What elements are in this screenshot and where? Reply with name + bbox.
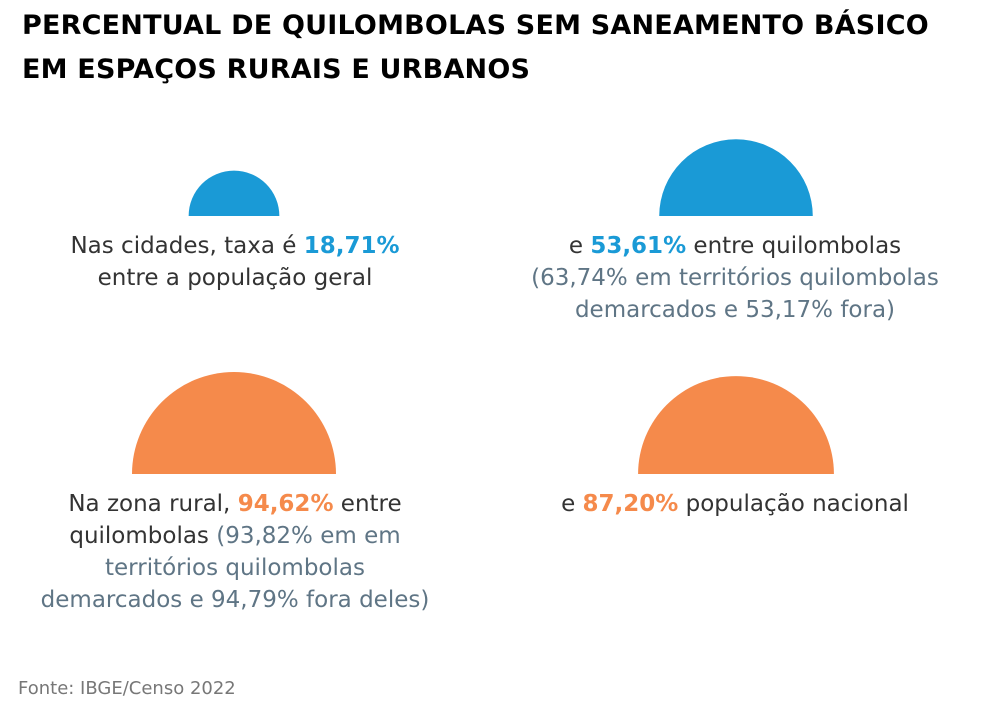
caption-text: população nacional (678, 491, 909, 517)
caption-line-4: demarcados e 94,79% fora deles) (40, 587, 430, 613)
value-rural-quilombola: 94,62% (237, 491, 334, 517)
chart-title-line-1: PERCENTUAL DE QUILOMBOLAS SEM SANEAMENTO… (22, 10, 929, 41)
caption-rural-quilombola: Na zona rural, 94,62% entre quilombolas … (10, 488, 460, 616)
caption-text: entre (333, 491, 402, 517)
caption-text: e (561, 491, 583, 517)
caption-urban-general: Nas cidades, taxa é 18,71% entre a popul… (20, 230, 450, 294)
chart-title-line-2: EM ESPAÇOS RURAIS E URBANOS (22, 54, 531, 85)
dome-urban-quilombola (659, 139, 813, 216)
caption-line-3: demarcados e 53,17% fora) (574, 297, 896, 323)
dome-rural-quilombola (132, 372, 336, 474)
dome-urban-general (188, 170, 280, 216)
caption-line-3: territórios quilombolas (105, 555, 365, 581)
caption-urban-quilombola: e 53,61% entre quilombolas (63,74% em te… (500, 230, 970, 326)
value-urban-general: 18,71% (303, 233, 400, 259)
caption-line-2: entre a população geral (97, 265, 373, 291)
caption-text: (93,82% em em (216, 523, 401, 549)
caption-text: e (568, 233, 591, 259)
caption-text: quilombolas (69, 523, 217, 549)
caption-rural-national: e 87,20% população nacional (500, 488, 970, 520)
caption-text: Na zona rural, (68, 491, 238, 517)
dome-rural-national (638, 376, 834, 474)
source-note: Fonte: IBGE/Censo 2022 (18, 678, 236, 699)
caption-text: entre quilombolas (686, 233, 902, 259)
value-urban-quilombola: 53,61% (590, 233, 687, 259)
chart-title: PERCENTUAL DE QUILOMBOLAS SEM SANEAMENTO… (22, 4, 972, 92)
caption-line-2: (63,74% em territórios quilombolas (531, 265, 939, 291)
caption-text: Nas cidades, taxa é (70, 233, 304, 259)
value-rural-national: 87,20% (582, 491, 679, 517)
